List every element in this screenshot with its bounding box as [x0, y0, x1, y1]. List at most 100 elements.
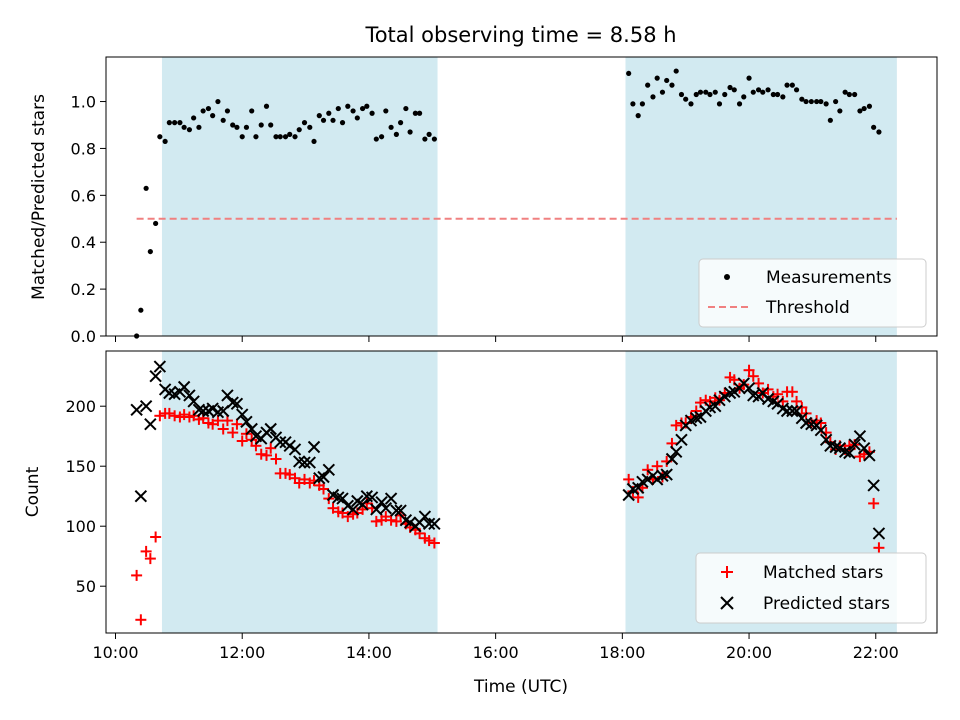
matched-star-point: [428, 537, 440, 549]
y-tick-label: 0.2: [71, 280, 96, 299]
predicted-star-point: [230, 397, 244, 411]
predicted-star-point: [857, 441, 871, 455]
measurement-point: [736, 101, 743, 107]
measurement-point: [842, 89, 848, 95]
measurement-point: [857, 108, 863, 114]
measurement-point: [186, 127, 193, 133]
matched-star-point: [423, 535, 435, 547]
predicted-star-point: [709, 399, 722, 413]
measurement-point: [803, 98, 809, 105]
predicted-star-point: [379, 501, 393, 515]
measurement-point: [755, 87, 762, 93]
measurement-point: [153, 220, 159, 227]
measurement-point: [407, 129, 413, 135]
top-x-ticks: [115, 336, 877, 342]
matched-star-point: [150, 531, 162, 543]
matched-star-point: [642, 464, 654, 476]
measurement-point: [818, 98, 824, 105]
measurement-point: [823, 101, 829, 107]
measurement-point: [639, 101, 646, 107]
measurement-point: [876, 129, 882, 135]
measurement-point: [659, 89, 666, 95]
predicted-star-point: [351, 494, 364, 508]
predicted-star-point: [786, 404, 799, 418]
measurement-point: [403, 105, 409, 112]
predicted-star-point: [713, 393, 726, 407]
measurement-point: [866, 103, 873, 109]
measurement-point: [852, 91, 858, 98]
measurement-point: [397, 120, 404, 126]
x-tick-label: 16:00: [473, 643, 519, 662]
top-y-ticks: 0.0 0.2 0.4 0.6 0.8 1.0: [71, 93, 106, 346]
y-tick-label: 0.8: [71, 139, 96, 158]
predicted-star-point: [226, 396, 239, 409]
x-tick-label: 10:00: [92, 643, 138, 662]
predicted-star-point: [139, 399, 153, 413]
ratio-panel: 0.0 0.2 0.4 0.6 0.8 1.0 Matched/Predicted sta…: [29, 56, 938, 346]
predicted-star-point: [177, 380, 191, 394]
measurement-point: [234, 124, 240, 130]
measurement-point: [673, 68, 679, 74]
x-tick-label: 12:00: [219, 643, 265, 662]
matched-star-point: [250, 440, 262, 452]
measurement-point: [210, 113, 216, 119]
matched-star-point: [690, 405, 702, 417]
legend-matched-marker: [721, 566, 733, 578]
measurement-point: [635, 113, 641, 119]
legend-predicted-label: Predicted stars: [763, 594, 890, 614]
measurement-point: [697, 89, 704, 95]
measurement-point: [181, 124, 187, 130]
matched-star-point: [231, 418, 243, 430]
predicted-star-point: [336, 492, 349, 505]
measurement-point: [712, 89, 718, 95]
measurement-point: [335, 105, 341, 112]
predicted-star-point: [245, 422, 258, 436]
measurement-point: [287, 131, 293, 137]
measurement-point: [716, 101, 723, 107]
matched-star-point: [260, 449, 272, 461]
matched-star-point: [318, 483, 330, 495]
matched-star-point: [270, 453, 282, 465]
predicted-star-point: [814, 423, 828, 437]
predicted-star-point: [283, 439, 296, 453]
measurement-point: [774, 91, 781, 98]
measurement-point: [412, 110, 418, 116]
predicted-star-point: [428, 517, 441, 531]
measurement-point: [789, 82, 795, 88]
predicted-star-point: [853, 429, 867, 443]
y-tick-label: 0.0: [71, 327, 96, 346]
bottom-x-ticks: 10:00 12:00 14:00 16:00 18:00 20:00 22:00: [92, 633, 899, 662]
measurement-point: [833, 98, 839, 105]
legend-measurements-label: Measurements: [766, 268, 892, 288]
measurement-point: [678, 91, 685, 98]
measurement-point: [311, 138, 317, 145]
predicted-star-point: [838, 445, 852, 459]
y-tick-label: 50: [76, 577, 96, 596]
measurement-point: [654, 75, 660, 81]
legend-matched-label: Matched stars: [763, 563, 883, 583]
predicted-star-point: [867, 479, 880, 492]
predicted-star-point: [341, 499, 355, 513]
measurement-point: [166, 120, 172, 126]
y-tick-label: 150: [65, 457, 96, 476]
predicted-star-point: [718, 390, 731, 403]
top-plot-frame: [105, 56, 938, 337]
measurement-point: [760, 89, 766, 95]
matched-star-point: [385, 514, 397, 526]
measurement-point: [426, 131, 432, 137]
matched-star-point: [217, 423, 229, 435]
matched-star-point: [791, 395, 803, 407]
bottom-legend: Matched stars Predicted stars: [695, 552, 927, 624]
measurement-point: [846, 91, 852, 98]
predicted-star-point: [656, 469, 669, 483]
x-tick-label: 20:00: [726, 643, 772, 662]
predicted-star-point: [303, 456, 316, 469]
matched-star-point: [212, 415, 224, 427]
predicted-star-point: [780, 404, 794, 418]
predicted-star-point: [134, 489, 148, 503]
predicted-star-point: [307, 440, 321, 454]
chart-title: Total observing time = 8.58 h: [364, 23, 676, 47]
predicted-star-point: [675, 433, 688, 447]
predicted-star-point: [149, 369, 162, 383]
